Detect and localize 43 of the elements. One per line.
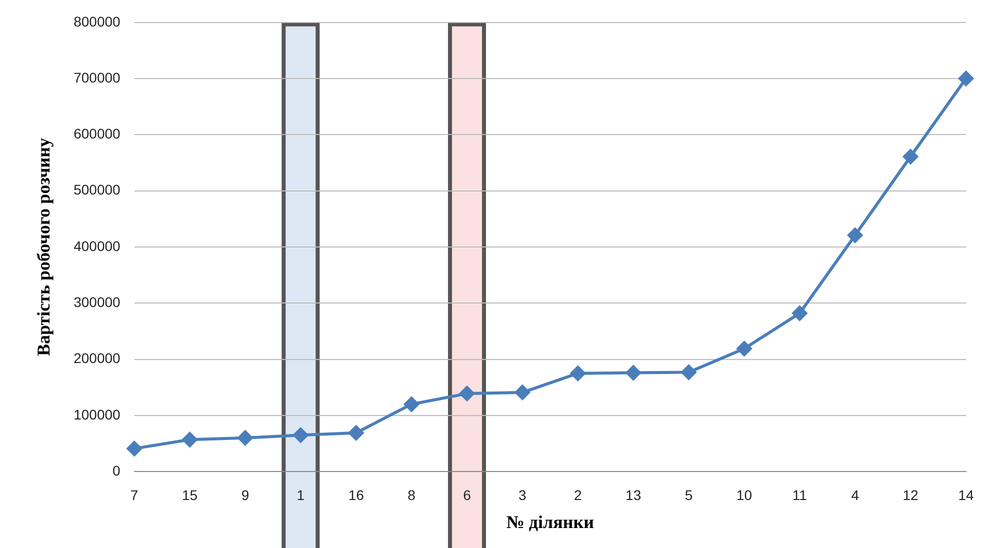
- x-tick-label: 13: [626, 486, 642, 503]
- point: [792, 306, 808, 321]
- y-tick-label: 0: [112, 462, 121, 478]
- point: [848, 228, 863, 243]
- point: [570, 366, 586, 381]
- point: [293, 428, 308, 443]
- point: [404, 396, 420, 412]
- point: [126, 441, 142, 456]
- point: [348, 425, 364, 440]
- x-tick-label: 14: [958, 486, 974, 503]
- x-tick-label: 3: [518, 486, 527, 503]
- y-tick-label: 100000: [74, 406, 121, 422]
- x-tick-label: 8: [408, 486, 416, 503]
- x-axis-title: № ділянки: [506, 512, 594, 532]
- point: [736, 341, 752, 356]
- point: [238, 430, 253, 446]
- x-tick-label: 5: [684, 486, 693, 503]
- x-tick-label: 7: [130, 486, 138, 503]
- x-tick-label: 9: [241, 486, 250, 503]
- x-tick-label: 15: [182, 486, 198, 503]
- y-tick-label: 400000: [74, 238, 121, 254]
- x-tick-label: 12: [902, 486, 919, 503]
- y-tick-label: 500000: [74, 182, 121, 198]
- y-tick-label: 600000: [74, 126, 121, 142]
- y-tick-label: 800000: [74, 13, 121, 30]
- point: [958, 71, 974, 86]
- y-tick-label: 200000: [74, 350, 121, 366]
- point: [182, 432, 198, 448]
- point: [681, 364, 696, 380]
- point: [626, 365, 641, 380]
- x-tick-label: 1: [296, 486, 305, 503]
- x-tick-label: 11: [792, 486, 808, 503]
- x-tick-label: 4: [851, 486, 860, 503]
- y-tick-label: 700000: [74, 69, 121, 86]
- point: [514, 384, 530, 400]
- y-tick-label: 300000: [74, 294, 121, 310]
- point: [903, 149, 918, 164]
- point: [459, 386, 474, 402]
- x-tick-label: 6: [463, 486, 472, 503]
- x-tick-label: 10: [736, 486, 752, 503]
- x-tick-label: 16: [348, 486, 364, 503]
- y-axis-title: Вартість робочого розчину: [33, 138, 54, 356]
- x-tick-label: 2: [574, 486, 582, 503]
